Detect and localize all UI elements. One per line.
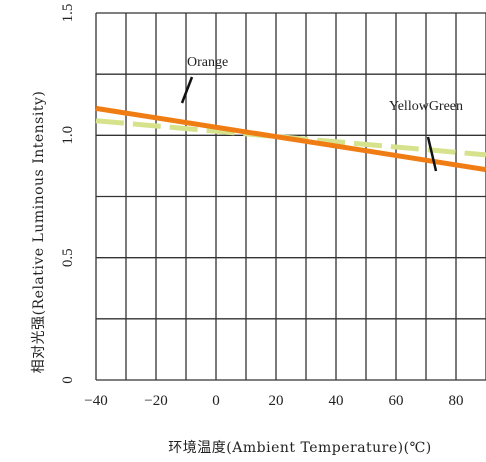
x-tick-label: −40 [84, 393, 107, 409]
series-line-orange [95, 105, 486, 173]
y-tick-label: 0.5 [60, 248, 76, 267]
y-tick-label: 1.5 [60, 4, 76, 23]
y-tick-label: 1.0 [60, 126, 76, 145]
x-tick-label: 80 [449, 393, 464, 409]
x-tick-label: 0 [212, 393, 220, 409]
annotations-layer: Orange YellowGreen [180, 55, 463, 172]
x-axis-label: 环境温度(Ambient Temperature)(℃) [168, 440, 431, 456]
grid [95, 12, 486, 381]
x-tick-label: 20 [269, 393, 284, 409]
series-layer [95, 105, 486, 173]
annotation-orange: Orange [187, 55, 228, 70]
annotation-yellowgreen-pointer [426, 136, 438, 172]
y-tick-label: 0 [60, 376, 76, 384]
y-axis-label: 相对光强(Relative Luminous Intensity) [31, 91, 47, 374]
annotation-orange-pointer [180, 76, 194, 104]
tick-labels: −40 −20 0 20 40 60 80 0 0.5 1.0 1.5 [60, 4, 464, 409]
x-tick-label: 60 [389, 393, 404, 409]
x-tick-label: −20 [144, 393, 167, 409]
x-tick-label: 40 [329, 393, 344, 409]
annotation-yellowgreen: YellowGreen [389, 99, 463, 114]
